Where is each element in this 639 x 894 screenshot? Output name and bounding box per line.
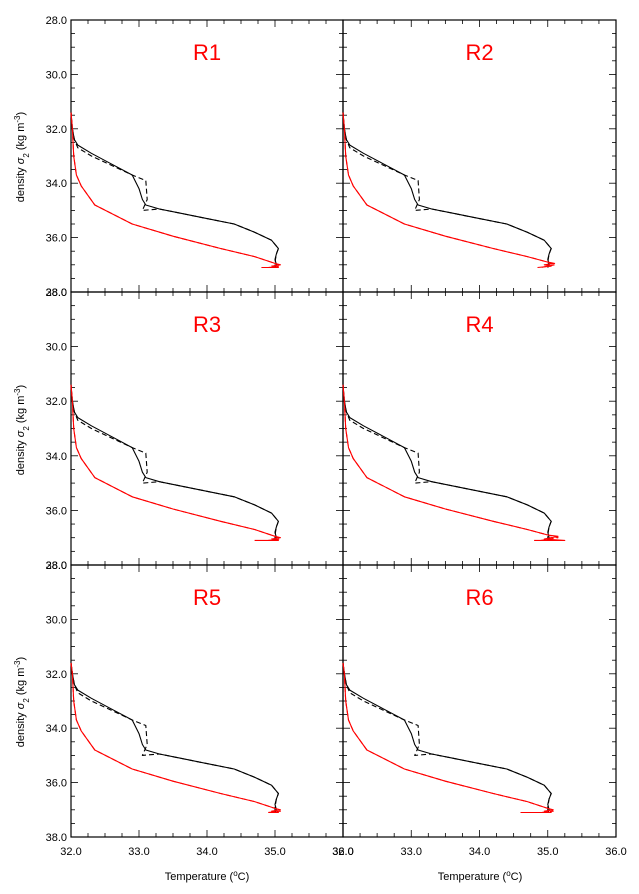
series-line-black-solid — [70, 384, 279, 541]
y-tick-label: 32.0 — [46, 396, 67, 408]
y-tick-label: 30.0 — [46, 614, 67, 626]
x-tick-label: 36.0 — [605, 846, 626, 858]
series-line-black-solid — [342, 112, 552, 268]
y-axis-title-sigma: σ — [15, 702, 27, 709]
series-line-red-dashed — [70, 662, 281, 814]
series-line-black-dashed — [70, 384, 279, 541]
chart-panel-r5: 28.0 30.0 32.0 34.0 36.0 38.0 32.0 33.0 34.0 35.0… — [46, 560, 354, 858]
y-tick-label: 34.0 — [46, 178, 67, 190]
y-axis-title-sigma: σ — [15, 430, 27, 437]
y-axis-title-exp: -3 — [13, 388, 22, 396]
x-tick-label: 35.0 — [264, 846, 285, 858]
x-axis-title-unit: C) — [511, 871, 523, 883]
x-tick-label: 34.0 — [469, 846, 490, 858]
series-line-red-dashed — [70, 112, 281, 269]
chart-panel-r3: 28.0 30.0 32.0 34.0 36.0 38.0 R3 — [46, 287, 344, 572]
y-tick-label: 32.0 — [46, 669, 67, 681]
y-axis-title-text: density — [15, 709, 27, 747]
x-tick-label: 32.0 — [332, 846, 353, 858]
x-axis-title-text: Temperature ( — [165, 871, 234, 883]
series-line-black-dashed — [342, 662, 552, 813]
x-tick-label: 35.0 — [537, 846, 558, 858]
y-tick-label: 36.0 — [46, 233, 67, 245]
y-axis-title-close: ) — [15, 657, 27, 661]
series-line-red-solid — [342, 662, 554, 814]
x-tick-label: 33.0 — [128, 846, 149, 858]
x-tick-label: 32.0 — [60, 846, 81, 858]
y-axis-title-exp: -3 — [13, 660, 22, 668]
x-tick-label: 34.0 — [196, 846, 217, 858]
y-tick-label: 28.0 — [46, 560, 67, 572]
y-axis-title-exp: -3 — [13, 115, 22, 123]
y-axis-title-unit: (kg m — [15, 668, 27, 699]
series-line-black-solid — [70, 112, 279, 268]
series-line-red-dashed — [342, 112, 556, 269]
series-line-black-dashed — [70, 662, 279, 813]
panel-title: R1 — [193, 40, 221, 65]
series-line-black-solid — [342, 662, 552, 813]
y-tick-label: 36.0 — [46, 505, 67, 517]
series-line-red-solid — [70, 112, 281, 269]
y-tick-label: 28.0 — [46, 15, 67, 27]
y-axis-title-close: ) — [15, 385, 27, 389]
y-tick-label: 38.0 — [46, 560, 67, 572]
series-line-red-solid — [70, 384, 281, 541]
series-line-black-dashed — [342, 384, 552, 541]
panel-title: R2 — [465, 40, 493, 65]
y-axis-title-row-1: density σ2 (kg m-3) — [13, 112, 31, 202]
chart-panel-r2: R2 — [342, 19, 617, 293]
series-line-red-dashed — [342, 662, 554, 814]
chart-panel-r6: 32.0 33.0 34.0 35.0 36.0 R6 — [332, 564, 627, 858]
y-axis-title-unit: (kg m — [15, 123, 27, 154]
x-axis-title-text: Temperature ( — [438, 871, 507, 883]
y-tick-label: 36.0 — [46, 778, 67, 790]
series-line-black-dashed — [70, 112, 279, 268]
x-axis-title-left: Temperature (oC) — [165, 869, 250, 884]
chart-panel-r4: R4 — [342, 291, 617, 566]
x-tick-label: 33.0 — [401, 846, 422, 858]
x-axis-title-unit: C) — [238, 871, 250, 883]
x-axis-title-degree: o — [506, 869, 511, 878]
y-axis-title-text: density — [15, 164, 27, 202]
panel-title: R4 — [465, 312, 493, 337]
x-axis-title-degree: o — [233, 869, 238, 878]
y-tick-label: 32.0 — [46, 124, 67, 136]
y-axis-title-row-3: density σ2 (kg m-3) — [13, 657, 31, 747]
series-line-red-dashed — [342, 384, 559, 541]
series-line-red-solid — [70, 662, 281, 814]
y-axis-title-sub: 2 — [22, 426, 31, 431]
y-axis-title-close: ) — [15, 112, 27, 116]
y-axis-title-sub: 2 — [22, 698, 31, 703]
y-tick-label: 38.0 — [46, 832, 67, 844]
y-tick-label: 34.0 — [46, 451, 67, 463]
y-axis-title-sub: 2 — [22, 153, 31, 158]
series-line-black-dashed — [342, 112, 552, 268]
y-tick-label: 34.0 — [46, 723, 67, 735]
y-tick-label: 38.0 — [46, 287, 67, 299]
y-tick-label: 30.0 — [46, 69, 67, 81]
y-tick-label: 28.0 — [46, 287, 67, 299]
y-axis-title-sigma: σ — [15, 157, 27, 164]
series-line-red-dashed — [70, 384, 281, 541]
x-tick-label: 36.0 — [332, 846, 353, 858]
series-line-red-solid — [342, 112, 556, 269]
y-axis-title-row-2: density σ2 (kg m-3) — [13, 385, 31, 475]
y-axis-title-text: density — [15, 437, 27, 475]
panels-group: 28.0 30.0 32.0 34.0 36.0 38.0 R1 R2 28.0 30.0 32.0… — [46, 15, 627, 858]
y-tick-label: 30.0 — [46, 342, 67, 354]
x-axis-title-right: Temperature (oC) — [438, 869, 523, 884]
series-line-black-solid — [342, 384, 552, 541]
panel-title: R3 — [193, 312, 221, 337]
panel-title: R6 — [465, 585, 493, 610]
panel-title: R5 — [193, 585, 221, 610]
series-line-black-solid — [70, 662, 279, 813]
series-line-red-solid — [342, 384, 566, 541]
chart-panel-r1: 28.0 30.0 32.0 34.0 36.0 38.0 R1 — [46, 15, 344, 299]
y-axis-title-unit: (kg m — [15, 396, 27, 427]
